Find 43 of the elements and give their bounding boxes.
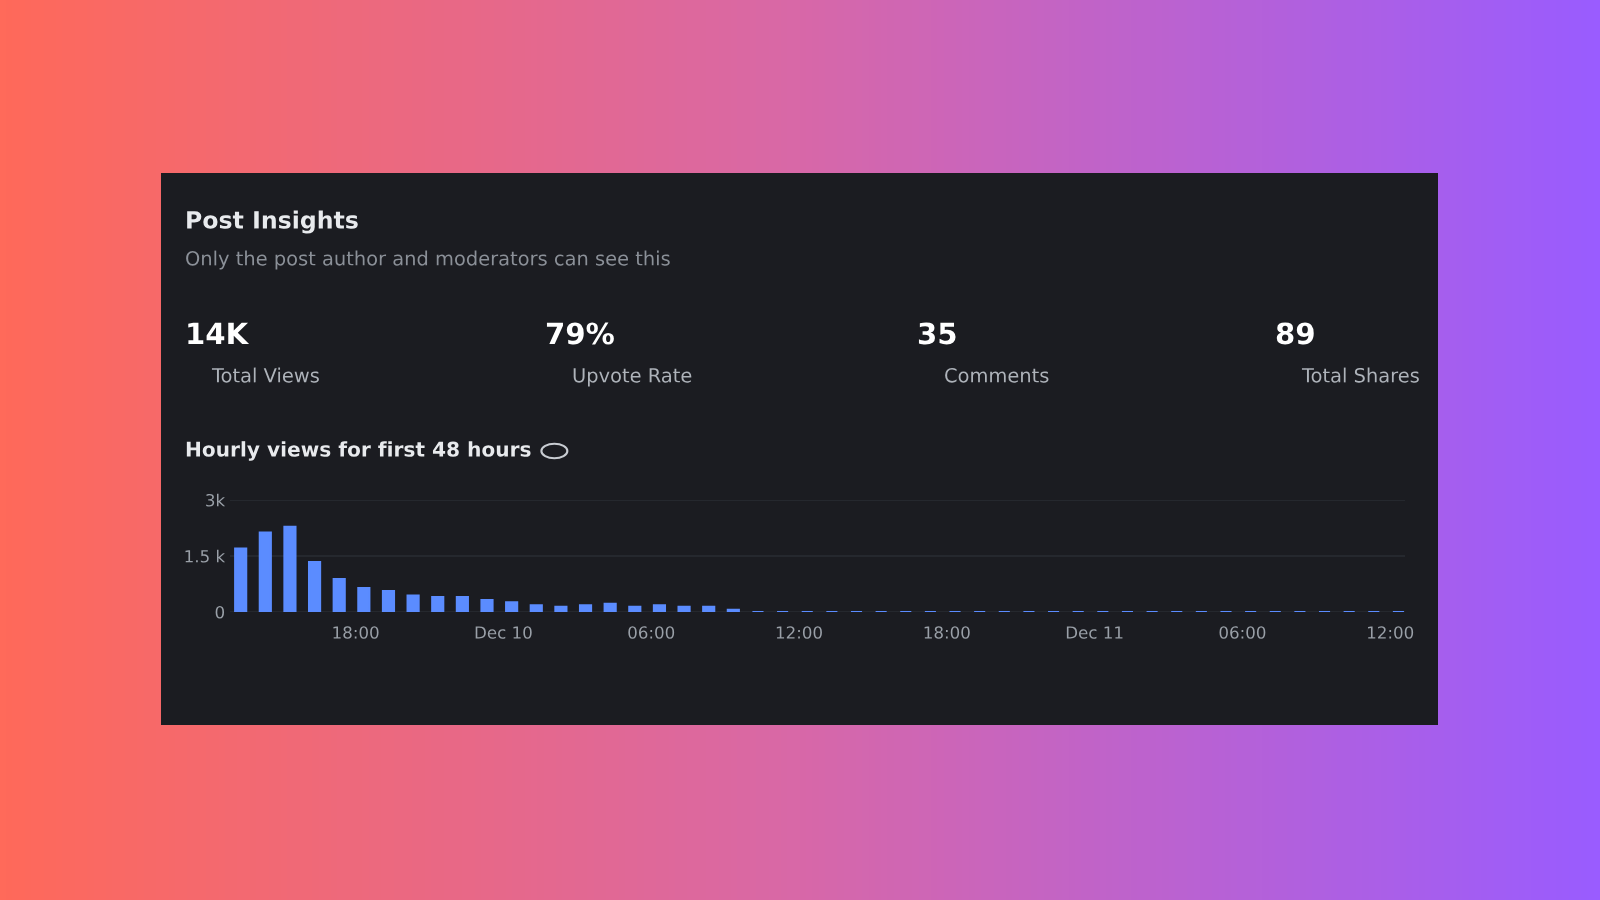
x-tick-label: 12:00: [1368, 626, 1414, 639]
bar: [283, 525, 297, 612]
bar: [332, 578, 346, 612]
text: Hourly views for first 48 hours: [186, 441, 531, 461]
bar: [455, 596, 469, 612]
bar: [677, 605, 691, 612]
bar: [406, 594, 420, 612]
bar: [652, 604, 667, 612]
bar: [554, 605, 568, 612]
chart-title: Post Insights: [187, 210, 358, 234]
x-tick-label: 12:00: [776, 626, 822, 639]
x-tick-label: Dec 10: [475, 626, 532, 639]
bar: [234, 547, 248, 612]
bar: [307, 560, 322, 612]
bar: [529, 604, 543, 612]
text: 14K: [188, 322, 250, 345]
bar: [480, 599, 494, 612]
text: Total Views: [211, 367, 319, 383]
bar: [628, 605, 642, 612]
y-tick-label: 1.5 k: [185, 549, 226, 563]
text: 79%: [546, 322, 614, 345]
y-tick-label: 0: [215, 605, 225, 619]
bar: [431, 596, 445, 612]
x-tick-label: 06:00: [628, 626, 675, 639]
bar: [578, 604, 593, 612]
bar: [505, 601, 519, 612]
y-tick-label: 3k: [206, 493, 226, 507]
x-tick-label: 18:00: [333, 626, 379, 639]
bar: [603, 602, 617, 612]
text: Comments: [945, 367, 1049, 383]
x-tick-label: 06:00: [1219, 626, 1266, 639]
x-tick-label: 18:00: [924, 626, 970, 639]
bar: [381, 590, 396, 612]
text: 35: [918, 322, 956, 345]
bar: [357, 587, 371, 612]
bar: [726, 608, 740, 612]
text: Total Shares: [1301, 367, 1419, 383]
bar: [702, 605, 716, 612]
bar: [258, 531, 272, 612]
text: 89: [1276, 322, 1314, 345]
x-tick-label: Dec 11: [1066, 626, 1123, 639]
chart-subtitle: Only the post author and moderators can see this: [186, 250, 670, 270]
text: Upvote Rate: [573, 368, 692, 387]
